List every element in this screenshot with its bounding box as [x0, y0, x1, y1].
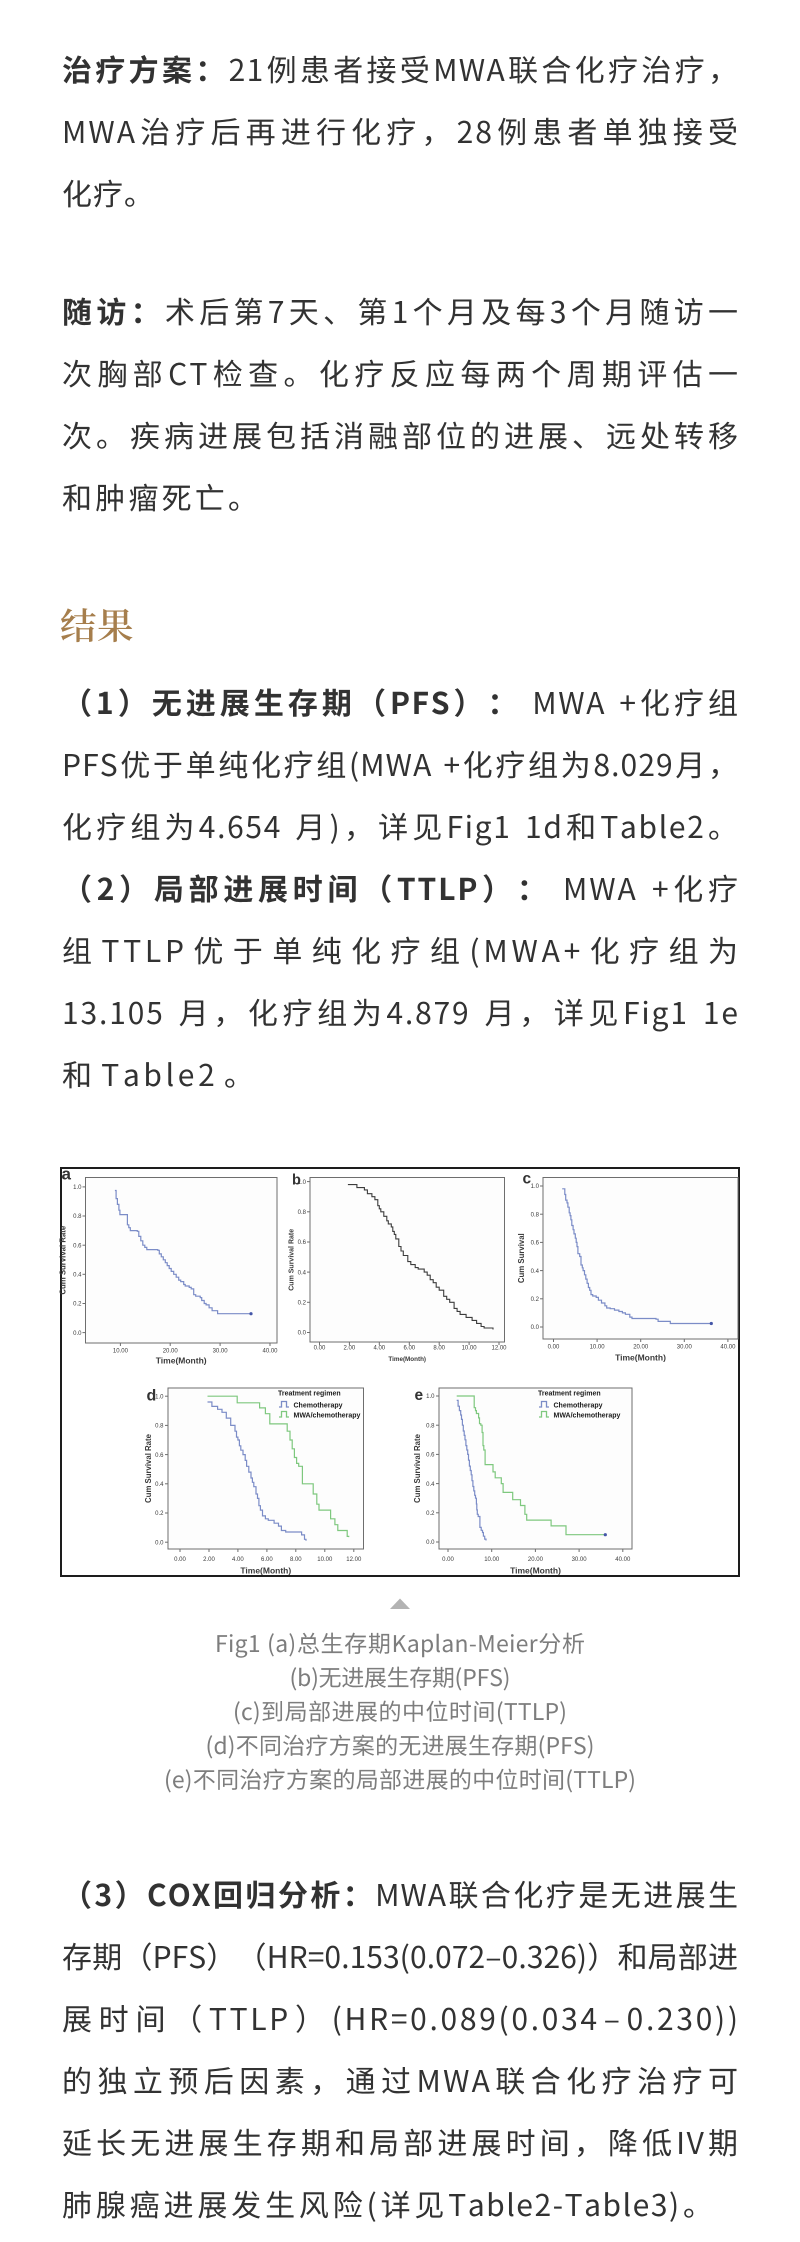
svg-text:0.00: 0.00: [174, 1557, 186, 1563]
svg-text:Time(Month): Time(Month): [156, 1356, 207, 1366]
svg-text:0.0: 0.0: [298, 1331, 307, 1337]
svg-text:30.00: 30.00: [572, 1557, 588, 1563]
svg-text:0.8: 0.8: [426, 1423, 435, 1429]
svg-text:0.6: 0.6: [531, 1241, 540, 1247]
svg-text:20.00: 20.00: [633, 1345, 649, 1351]
svg-text:0.2: 0.2: [73, 1302, 82, 1308]
svg-text:2.00: 2.00: [203, 1557, 215, 1563]
svg-text:Time(Month): Time(Month): [510, 1566, 561, 1576]
svg-text:0.6: 0.6: [155, 1453, 164, 1459]
svg-text:10.00: 10.00: [590, 1345, 606, 1351]
svg-text:12.00: 12.00: [491, 1346, 507, 1352]
svg-text:0.2: 0.2: [298, 1301, 307, 1307]
svg-text:0.2: 0.2: [155, 1511, 164, 1517]
svg-text:Treatment regimen: Treatment regimen: [278, 1390, 341, 1397]
svg-text:4.00: 4.00: [232, 1557, 244, 1563]
svg-text:1.0: 1.0: [298, 1180, 307, 1186]
svg-text:MWA/chemotherapy: MWA/chemotherapy: [554, 1413, 621, 1420]
svg-text:0.00: 0.00: [314, 1346, 326, 1352]
svg-text:1.0: 1.0: [73, 1185, 82, 1191]
svg-text:4.00: 4.00: [373, 1346, 385, 1352]
svg-text:0.4: 0.4: [155, 1482, 164, 1488]
svg-text:0.8: 0.8: [73, 1214, 82, 1220]
svg-text:0.0: 0.0: [73, 1331, 82, 1337]
svg-text:0.6: 0.6: [426, 1453, 435, 1459]
svg-text:8.00: 8.00: [433, 1346, 445, 1352]
svg-text:Time(Month): Time(Month): [615, 1353, 666, 1363]
svg-text:Treatment regimen: Treatment regimen: [538, 1390, 601, 1397]
svg-text:0.0: 0.0: [155, 1540, 164, 1546]
svg-text:30.00: 30.00: [677, 1345, 693, 1351]
svg-text:0.6: 0.6: [73, 1243, 82, 1249]
svg-text:30.00: 30.00: [213, 1349, 229, 1355]
svg-text:0.4: 0.4: [531, 1269, 540, 1275]
svg-text:10.00: 10.00: [462, 1346, 478, 1352]
svg-text:0.00: 0.00: [442, 1557, 454, 1563]
svg-text:Cum Survival Rate: Cum Survival Rate: [413, 1433, 422, 1503]
svg-text:0.2: 0.2: [426, 1511, 435, 1517]
svg-text:1.0: 1.0: [155, 1394, 164, 1400]
svg-text:20.00: 20.00: [528, 1557, 544, 1563]
svg-text:1.0: 1.0: [531, 1184, 540, 1190]
svg-text:Cum Survival Rate: Cum Survival Rate: [144, 1433, 153, 1503]
svg-text:Time(Month): Time(Month): [388, 1356, 426, 1363]
svg-text:Chemotherapy: Chemotherapy: [294, 1403, 343, 1410]
svg-text:0.4: 0.4: [73, 1273, 82, 1279]
svg-text:Cum Survival: Cum Survival: [517, 1233, 526, 1283]
svg-text:40.00: 40.00: [720, 1345, 736, 1351]
svg-text:10.00: 10.00: [317, 1557, 333, 1563]
svg-text:c: c: [523, 1171, 532, 1188]
svg-text:12.00: 12.00: [346, 1557, 362, 1563]
svg-text:0.4: 0.4: [298, 1270, 307, 1276]
svg-text:20.00: 20.00: [163, 1349, 179, 1355]
svg-text:Cum Survival Rate: Cum Survival Rate: [58, 1225, 67, 1295]
svg-text:40.00: 40.00: [615, 1557, 631, 1563]
svg-text:0.8: 0.8: [298, 1210, 307, 1216]
svg-text:2.00: 2.00: [344, 1346, 356, 1352]
svg-text:10.00: 10.00: [113, 1349, 129, 1355]
svg-text:10.00: 10.00: [484, 1557, 500, 1563]
svg-text:0.00: 0.00: [548, 1345, 560, 1351]
svg-text:0.6: 0.6: [298, 1240, 307, 1246]
svg-text:40.00: 40.00: [262, 1349, 278, 1355]
svg-text:0.2: 0.2: [531, 1297, 540, 1303]
svg-text:6.00: 6.00: [403, 1346, 415, 1352]
svg-text:Chemotherapy: Chemotherapy: [554, 1403, 603, 1410]
svg-text:6.00: 6.00: [261, 1557, 273, 1563]
svg-text:Time(Month): Time(Month): [240, 1566, 291, 1576]
svg-text:0.4: 0.4: [426, 1482, 435, 1488]
svg-text:MWA/chemotherapy: MWA/chemotherapy: [294, 1413, 361, 1420]
svg-text:d: d: [147, 1388, 157, 1405]
svg-text:0.8: 0.8: [531, 1212, 540, 1218]
svg-text:1.0: 1.0: [426, 1394, 435, 1400]
svg-text:0.8: 0.8: [155, 1424, 164, 1430]
svg-text:0.0: 0.0: [531, 1325, 540, 1331]
svg-text:0.0: 0.0: [426, 1540, 435, 1546]
svg-text:Cum Survival Rate: Cum Survival Rate: [289, 1229, 296, 1291]
svg-text:a: a: [62, 1165, 72, 1184]
svg-text:8.00: 8.00: [290, 1557, 302, 1563]
svg-text:e: e: [415, 1387, 424, 1404]
svg-text:b: b: [292, 1173, 301, 1189]
